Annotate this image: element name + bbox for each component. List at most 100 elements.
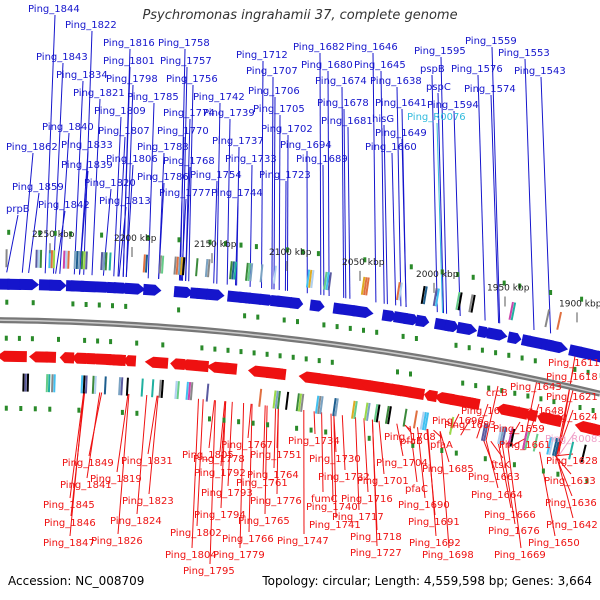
gene-label-forward: Ping_1739 <box>203 108 255 119</box>
gene-label-forward: Ping_1574 <box>464 84 516 95</box>
outer-tick <box>456 272 460 277</box>
callout-line <box>213 180 218 284</box>
callout-line <box>91 98 101 276</box>
inner-tick-forward <box>348 325 352 331</box>
callout-line <box>417 427 426 499</box>
inner-tick-reverse <box>135 340 139 346</box>
gene-label-reverse: Ping_1701 <box>357 476 409 487</box>
gene-label-reverse: Ping_1675 <box>461 406 513 417</box>
inner-tick-forward <box>573 366 577 372</box>
callout-lines <box>6 14 576 565</box>
callout-line <box>556 409 574 456</box>
outer-tick <box>69 231 73 237</box>
callout-line <box>341 86 345 298</box>
gene-label-reverse: Ping_1845 <box>43 500 95 511</box>
gene-label-reverse: pfaC <box>405 484 428 495</box>
gene-label-forward: Ping_1559 <box>465 36 517 47</box>
callout-line <box>556 455 574 519</box>
forward-cog-bar <box>35 249 43 268</box>
lower-tick <box>77 407 81 413</box>
gene-label-reverse: ftsK <box>491 460 510 471</box>
callout-line <box>113 116 122 277</box>
gene-label-reverse: Ping_1621 <box>546 392 598 403</box>
gene-label-reverse: Ping_1767 <box>221 440 273 451</box>
inner-tick-forward <box>97 302 101 308</box>
callout-line <box>380 70 385 304</box>
callout-line <box>125 84 134 278</box>
callout-line <box>248 403 253 533</box>
gene-label-forward: Ping_1768 <box>163 156 215 167</box>
lower-tick <box>266 422 270 428</box>
reverse-gene-arrow <box>581 422 600 437</box>
gene-label-reverse: Ping_1633 <box>544 476 596 487</box>
gene-label-forward: pspB <box>420 64 445 75</box>
lower-tick <box>324 429 328 435</box>
gene-label-forward: Ping_1660 <box>365 142 417 153</box>
callout-line <box>313 411 316 435</box>
forward-gene-arrow <box>309 299 325 312</box>
gene-label-forward: Ping_1576 <box>451 64 503 75</box>
lower-tick <box>367 435 371 441</box>
callout-line <box>148 395 159 495</box>
inner-tick-forward <box>84 302 88 307</box>
callout-line <box>262 405 266 477</box>
gene-label-forward: Ping_1737 <box>212 136 264 147</box>
gene-label-reverse: Ping_1778 <box>193 454 245 465</box>
gene-label-forward: Ping_1813 <box>99 196 151 207</box>
callout-line <box>396 86 402 307</box>
callout-line <box>69 391 85 499</box>
gene-label-forward: Ping_1754 <box>190 170 242 181</box>
callout-line <box>278 114 281 291</box>
gene-label-forward: Ping_1843 <box>36 52 88 63</box>
gene-label-reverse: Ping_1718 <box>350 532 402 543</box>
gene-label-reverse: Ping_1717 <box>332 512 384 523</box>
callout-line <box>363 418 369 493</box>
outer-tick <box>502 280 506 286</box>
gene-label-forward: Ping_1641 <box>375 98 427 109</box>
callout-line <box>261 60 264 289</box>
outer-tick <box>239 242 243 248</box>
forward-cog-bar <box>544 309 551 328</box>
reverse-cog-bar <box>580 444 587 463</box>
inner-tick-reverse <box>539 396 543 402</box>
gene-label-forward: Ping_1689 <box>296 154 348 165</box>
gene-label-forward: Ping_1807 <box>98 126 150 137</box>
gene-label-reverse: crcB <box>486 388 508 399</box>
forward-cog-bar <box>455 291 463 311</box>
gene-label-reverse: Ping_1747 <box>277 536 329 547</box>
outer-tick <box>7 229 11 235</box>
reverse-cog-bar <box>480 422 489 442</box>
reverse-gene-arrow <box>0 350 19 362</box>
callout-line <box>490 94 500 324</box>
gene-label-forward: Ping_1595 <box>414 46 466 57</box>
inner-tick-reverse <box>526 393 530 399</box>
callout-line <box>355 417 360 511</box>
callout-line <box>191 398 199 549</box>
forward-cog-bar <box>508 301 517 321</box>
gene-label-forward: Ping_1774 <box>163 108 215 119</box>
inner-tick-reverse <box>30 336 34 342</box>
gene-label-reverse: Ping_1847 <box>43 538 95 549</box>
gene-label-forward: Ping_1862 <box>6 142 58 153</box>
gene-label-reverse: Ping_R0081 <box>545 434 600 445</box>
reverse-cog-bar <box>373 404 381 423</box>
gene-label-forward: Ping_1638 <box>370 76 422 87</box>
gene-label-reverse: Ping_1624 <box>546 412 598 423</box>
inner-tick-reverse <box>291 354 295 360</box>
inner-tick-forward <box>362 327 365 333</box>
reverse-gene-arrow <box>123 355 137 367</box>
reverse-cog-bar <box>151 379 155 398</box>
gene-label-forward: Ping_1820 <box>84 178 136 189</box>
reverse-cog-bar <box>402 408 408 427</box>
reverse-gene-arrow <box>170 358 186 371</box>
gene-label-reverse: Ping_1823 <box>122 496 174 507</box>
gene-label-reverse: Ping_1691 <box>408 517 460 528</box>
callout-line <box>284 180 287 291</box>
inner-tick-forward <box>243 313 247 319</box>
reverse-cog-bar <box>295 393 305 412</box>
forward-cog-bar <box>305 269 315 289</box>
forward-gene-arrow <box>289 297 304 310</box>
reverse-cog-bar <box>205 383 210 402</box>
forward-cog-bar <box>360 276 370 296</box>
inner-tick-reverse <box>304 356 308 362</box>
